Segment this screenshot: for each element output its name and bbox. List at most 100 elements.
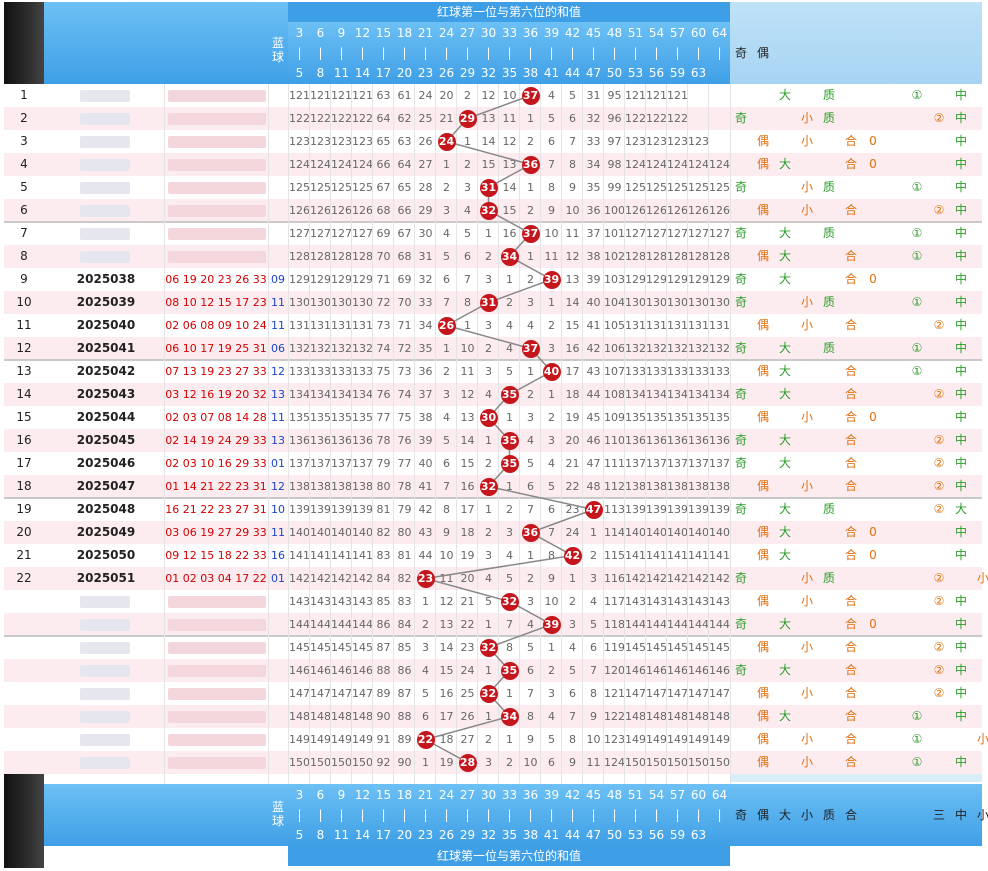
omit-value: 122 (331, 112, 352, 125)
stat-mark: 中 (954, 272, 967, 286)
omit-value: 5 (443, 250, 450, 263)
omit-value: 141 (331, 549, 352, 562)
blue-number: 12 (271, 480, 285, 493)
blue-number: 06 (271, 342, 285, 355)
header-col-divider: | (570, 46, 575, 60)
stat-mark: 合 (844, 594, 857, 608)
omit-value: 115 (604, 549, 625, 562)
header-col-divider: | (717, 46, 722, 60)
omit-value: 146 (352, 664, 373, 677)
stat-mark: 大 (778, 226, 791, 240)
omit-value: 132 (625, 342, 646, 355)
footer-col-divider: | (591, 808, 596, 822)
footer-right-block (730, 784, 982, 846)
omit-value: 9 (569, 756, 576, 769)
stat-mark: 合 (844, 548, 857, 562)
row-number: 6 (20, 203, 28, 217)
omit-value: 85 (376, 595, 391, 608)
omit-value: 1 (527, 181, 534, 194)
header-col-bottom: 47 (585, 66, 602, 80)
omit-value: 4 (506, 549, 513, 562)
omit-value: 123 (688, 135, 709, 148)
omit-value: 146 (646, 664, 667, 677)
omit-value: 2 (485, 342, 492, 355)
footer-col-divider: | (717, 808, 722, 822)
omit-value: 68 (376, 204, 391, 217)
omit-value: 6 (443, 457, 450, 470)
row-number: 16 (16, 433, 32, 447)
omit-value: 3 (422, 641, 429, 654)
omit-value: 10 (460, 342, 475, 355)
red-numbers: 16 21 22 23 27 31 (165, 503, 267, 516)
omit-value: 2 (443, 181, 450, 194)
stat-mark: 大 (778, 617, 791, 631)
omit-value: 121 (604, 687, 625, 700)
omit-value: 150 (688, 756, 709, 769)
omit-value: 4 (506, 342, 513, 355)
grid-line (414, 84, 415, 784)
omit-value: 99 (607, 181, 622, 194)
omit-value: 76 (376, 388, 391, 401)
omit-value: 37 (418, 388, 433, 401)
red-numbers: 06 10 17 19 25 31 (165, 342, 267, 355)
row-number (4, 705, 44, 728)
omit-value: 143 (646, 595, 667, 608)
footer-col-bottom: 26 (438, 828, 455, 842)
footer-col-top: 9 (337, 788, 346, 802)
omit-value: 133 (709, 365, 730, 378)
footer-col-top: 39 (543, 788, 560, 802)
omit-value: 82 (376, 526, 391, 539)
omit-value: 145 (352, 641, 373, 654)
stat-mark: ① (911, 180, 923, 194)
omit-value: 5 (527, 641, 534, 654)
stat-mark: 偶 (756, 755, 769, 769)
omit-value: 16 (565, 342, 580, 355)
omit-value: 87 (397, 687, 412, 700)
stat-mark: 合 (844, 272, 857, 286)
row-number: 13 (16, 364, 32, 378)
omit-value: 12 (565, 250, 580, 263)
omit-value: 126 (667, 204, 688, 217)
omit-value: 128 (688, 250, 709, 263)
omit-value: 107 (604, 365, 625, 378)
blurred-reds (168, 688, 266, 700)
omit-value: 150 (352, 756, 373, 769)
omit-value: 12 (460, 388, 475, 401)
omit-value: 142 (667, 572, 688, 585)
omit-value: 127 (331, 227, 352, 240)
omit-value: 130 (646, 296, 667, 309)
stat-mark: 偶 (756, 732, 769, 746)
omit-value: 144 (352, 618, 373, 631)
omit-value: 127 (625, 227, 646, 240)
stat-mark: 奇 (734, 502, 747, 516)
omit-value: 110 (604, 434, 625, 447)
omit-value: 126 (331, 204, 352, 217)
omit-value: 4 (506, 319, 513, 332)
stat-mark: 中 (954, 111, 967, 125)
stat-mark: 合 (844, 640, 857, 654)
stat-mark: 中 (954, 456, 967, 470)
omit-value: 14 (460, 434, 475, 447)
omit-value: 92 (376, 756, 391, 769)
omit-value: 123 (289, 135, 310, 148)
omit-value: 69 (376, 227, 391, 240)
omit-value: 8 (464, 296, 471, 309)
stat-mark: 大 (778, 157, 791, 171)
stat-mark: 偶 (756, 249, 769, 263)
row-number: 10 (16, 295, 32, 309)
stat-mark: 小 (800, 134, 813, 148)
stat-mark: 中 (954, 640, 967, 654)
omit-value: 87 (376, 641, 391, 654)
omit-value: 136 (352, 434, 373, 447)
omit-value: 123 (625, 135, 646, 148)
omit-value (709, 84, 730, 107)
omit-value: 136 (331, 434, 352, 447)
omit-value: 2 (527, 204, 534, 217)
stat-mark: 0 (869, 134, 877, 148)
sum-ball: 47 (584, 500, 603, 519)
omit-value: 63 (397, 135, 412, 148)
stat-mark: 0 (869, 157, 877, 171)
footer-col-top: 15 (375, 788, 392, 802)
omit-value: 86 (376, 618, 391, 631)
footer-number-columns (288, 784, 730, 846)
